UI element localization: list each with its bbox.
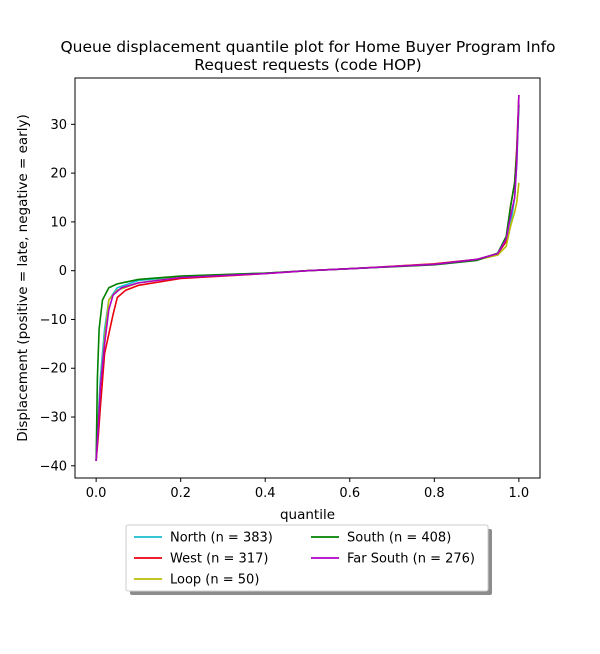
- chart-title-line-1: Queue displacement quantile plot for Hom…: [60, 38, 555, 56]
- y-axis-ticks: −40 −30 −20 −10 0 10 20 30: [40, 118, 75, 474]
- y-tick-label: −10: [40, 313, 67, 328]
- legend-label-0: North (n = 383): [170, 531, 273, 546]
- y-tick-label: 0: [59, 264, 67, 279]
- y-tick-label: 20: [50, 167, 67, 182]
- y-tick-label: −30: [40, 411, 67, 426]
- legend-label-3: South (n = 408): [347, 531, 451, 546]
- chart-title-line-2: Request requests (code HOP): [194, 56, 421, 74]
- legend-items: North (n = 383) West (n = 317) Loop (n = 5…: [134, 531, 475, 588]
- x-tick-label: 0.2: [170, 486, 191, 501]
- y-tick-label: −20: [40, 362, 67, 377]
- x-tick-label: 1.0: [509, 486, 530, 501]
- y-tick-label: 30: [50, 118, 67, 133]
- x-tick-label: 0.6: [339, 486, 360, 501]
- legend-label-2: Loop (n = 50): [170, 573, 259, 588]
- plot-area: [75, 78, 540, 478]
- y-tick-label: 10: [50, 215, 67, 230]
- legend-box: [125, 524, 489, 592]
- series-line-4: [95, 95, 520, 461]
- x-tick-label: 0.8: [424, 486, 445, 501]
- legend-label-1: West (n = 317): [170, 552, 268, 567]
- x-axis-label: quantile: [280, 507, 335, 523]
- y-axis-label: Displacement (positive = late, negative …: [15, 114, 31, 442]
- series-layer: [95, 95, 520, 461]
- legend-label-4: Far South (n = 276): [347, 552, 475, 567]
- x-axis-ticks: 0.0 0.2 0.4 0.6 0.8 1.0: [86, 478, 529, 501]
- plot-frame: [74, 77, 541, 479]
- y-tick-label: −40: [40, 459, 67, 474]
- legend: North (n = 383) West (n = 317) Loop (n = 5…: [125, 524, 492, 595]
- x-tick-label: 0.4: [255, 486, 276, 501]
- x-tick-label: 0.0: [86, 486, 107, 501]
